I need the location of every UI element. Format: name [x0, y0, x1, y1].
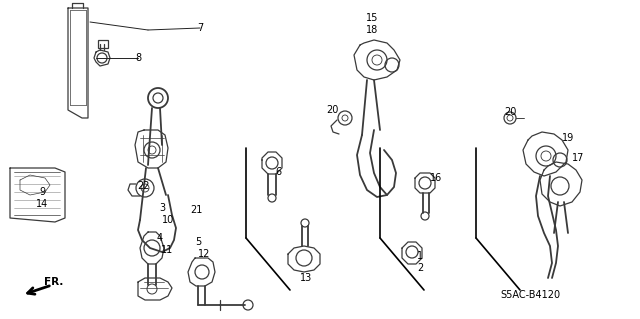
Text: 7: 7: [197, 23, 203, 33]
Text: 20: 20: [326, 105, 338, 115]
Text: 22: 22: [138, 181, 150, 191]
Text: 2: 2: [417, 263, 423, 273]
Text: 3: 3: [159, 203, 165, 213]
Text: 14: 14: [36, 199, 48, 209]
Text: 8: 8: [135, 53, 141, 63]
Text: 5: 5: [195, 237, 201, 247]
Text: 19: 19: [562, 133, 574, 143]
Text: S5AC-B4120: S5AC-B4120: [500, 290, 560, 300]
Text: 12: 12: [198, 249, 210, 259]
Text: FR.: FR.: [44, 277, 63, 287]
Text: 16: 16: [430, 173, 442, 183]
Text: 6: 6: [275, 167, 281, 177]
Text: 20: 20: [504, 107, 516, 117]
Text: 9: 9: [39, 187, 45, 197]
Text: 13: 13: [300, 273, 312, 283]
Text: 11: 11: [161, 245, 173, 255]
Text: 18: 18: [366, 25, 378, 35]
Text: 15: 15: [366, 13, 378, 23]
Text: 17: 17: [572, 153, 584, 163]
Text: 1: 1: [417, 251, 423, 261]
Text: 4: 4: [157, 233, 163, 243]
Text: 10: 10: [162, 215, 174, 225]
Text: 21: 21: [190, 205, 202, 215]
Bar: [98, 40, 108, 48]
